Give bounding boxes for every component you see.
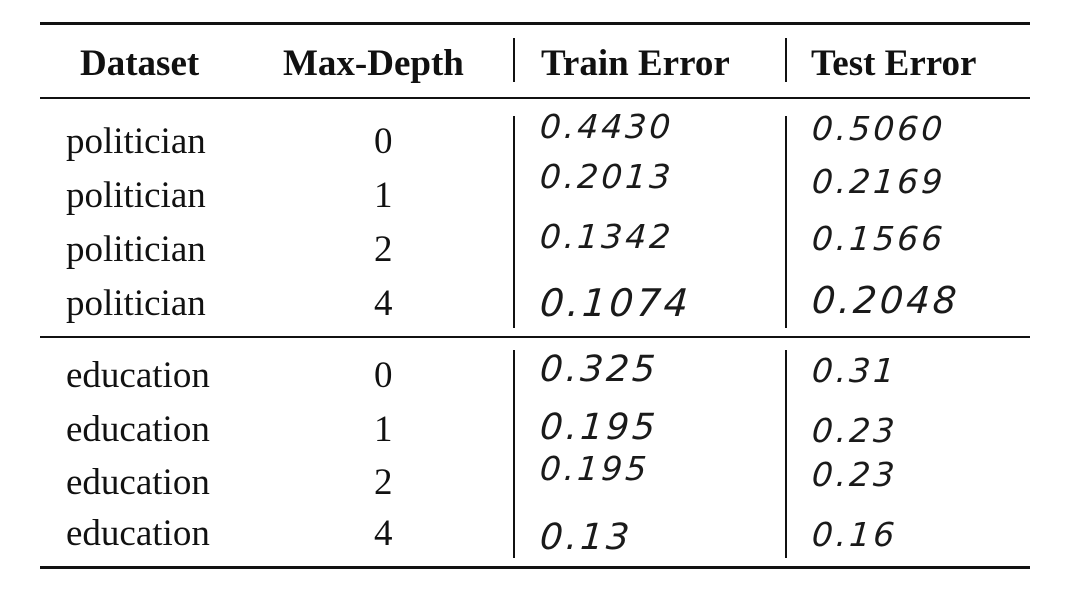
max-depth-cell: 1	[374, 409, 393, 450]
dataset-cell: politician	[66, 229, 206, 270]
dataset-cell: politician	[66, 283, 206, 324]
test-error-cell: 0.2048	[810, 279, 961, 322]
column-divider	[785, 38, 787, 82]
max-depth-cell: 4	[374, 513, 393, 554]
dataset-cell: education	[66, 355, 210, 396]
header-rule	[40, 97, 1030, 99]
max-depth-cell: 0	[374, 121, 393, 162]
column-divider	[513, 350, 515, 558]
test-error-cell: 0.2169	[810, 162, 947, 201]
train-error-cell: 0.4430	[538, 107, 675, 146]
max-depth-cell: 0	[374, 355, 393, 396]
train-error-cell: 0.13	[538, 517, 634, 558]
max-depth-cell: 4	[374, 283, 393, 324]
dataset-cell: education	[66, 409, 210, 450]
train-error-cell: 0.1074	[538, 281, 693, 325]
bottom-rule	[40, 566, 1030, 569]
dataset-cell: politician	[66, 175, 206, 216]
top-rule	[40, 22, 1030, 25]
test-error-cell: 0.1566	[810, 219, 947, 258]
header-dataset: Dataset	[80, 43, 200, 84]
dataset-cell: education	[66, 513, 210, 554]
train-error-cell: 0.195	[538, 449, 651, 488]
max-depth-cell: 2	[374, 229, 393, 270]
header-max-depth: Max-Depth	[283, 43, 464, 84]
max-depth-cell: 2	[374, 462, 393, 503]
header-test-error: Test Error	[811, 43, 977, 84]
dataset-cell: politician	[66, 121, 206, 162]
column-divider	[513, 38, 515, 82]
max-depth-cell: 1	[374, 175, 393, 216]
dataset-cell: education	[66, 462, 210, 503]
header-train-error: Train Error	[541, 43, 730, 84]
column-divider	[785, 350, 787, 558]
test-error-cell: 0.23	[810, 455, 899, 494]
test-error-cell: 0.16	[810, 515, 899, 554]
train-error-cell: 0.1342	[538, 217, 675, 256]
column-divider	[785, 116, 787, 328]
test-error-cell: 0.5060	[810, 109, 947, 148]
train-error-cell: 0.2013	[538, 157, 675, 196]
group-separator-rule	[40, 336, 1030, 338]
column-divider	[513, 116, 515, 328]
test-error-cell: 0.31	[810, 351, 899, 390]
train-error-cell: 0.195	[538, 407, 660, 448]
test-error-cell: 0.23	[810, 411, 899, 450]
train-error-cell: 0.325	[538, 349, 660, 390]
